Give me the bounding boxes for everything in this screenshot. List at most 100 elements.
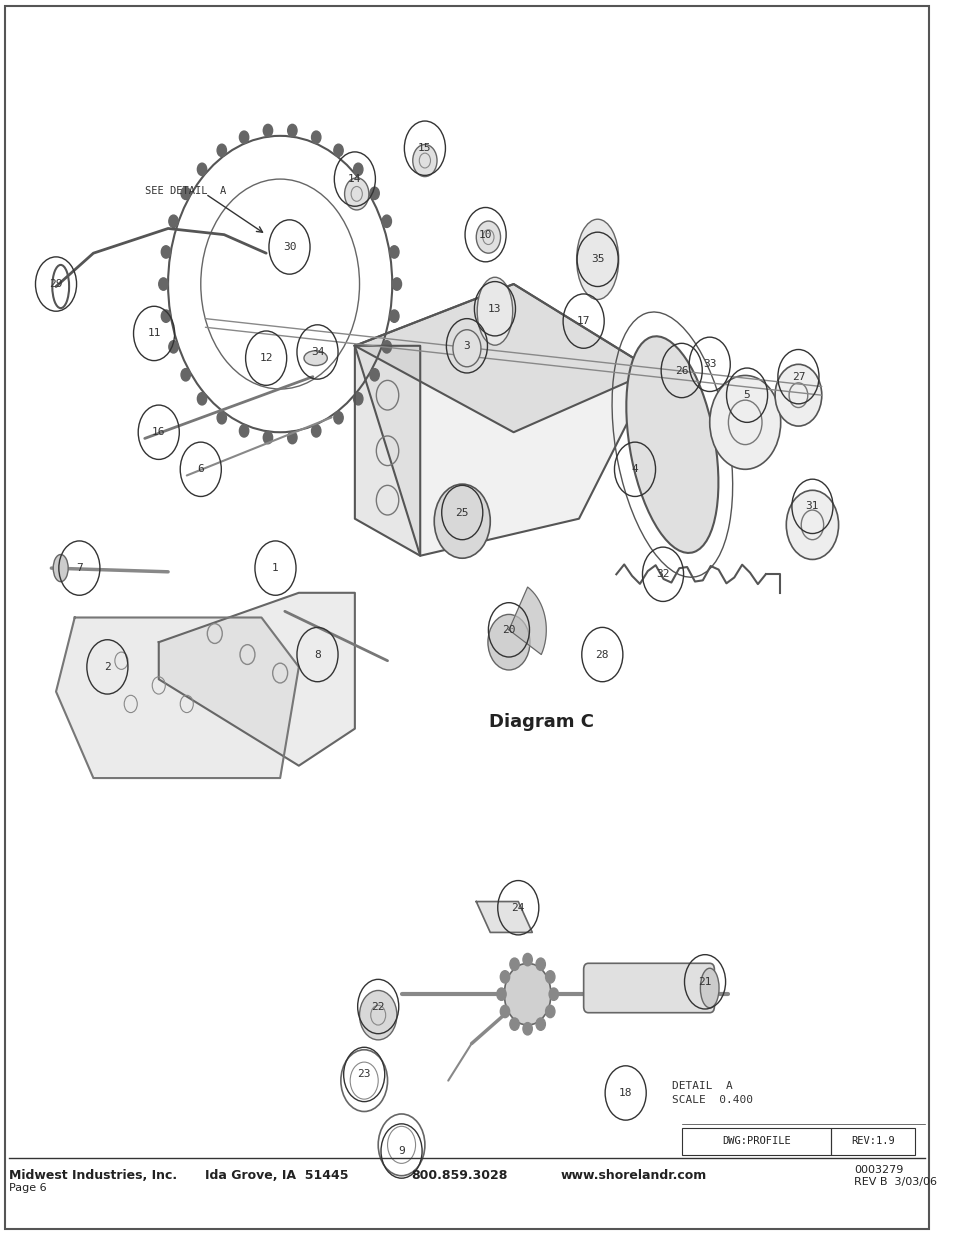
Text: 18: 18 bbox=[618, 1088, 632, 1098]
Circle shape bbox=[181, 368, 191, 380]
Circle shape bbox=[370, 188, 379, 200]
Text: 14: 14 bbox=[348, 174, 361, 184]
Circle shape bbox=[158, 278, 168, 290]
Circle shape bbox=[354, 163, 362, 175]
Circle shape bbox=[545, 1005, 555, 1018]
Circle shape bbox=[354, 393, 362, 405]
Circle shape bbox=[392, 278, 401, 290]
Text: 2: 2 bbox=[104, 662, 111, 672]
Text: 29: 29 bbox=[50, 279, 63, 289]
Polygon shape bbox=[508, 587, 546, 655]
Circle shape bbox=[344, 178, 369, 210]
Circle shape bbox=[239, 131, 249, 143]
Circle shape bbox=[536, 1018, 545, 1030]
Text: 3: 3 bbox=[463, 341, 470, 351]
Ellipse shape bbox=[476, 278, 512, 346]
Circle shape bbox=[522, 953, 532, 966]
Circle shape bbox=[389, 310, 398, 322]
Text: 15: 15 bbox=[417, 143, 431, 153]
Ellipse shape bbox=[700, 968, 719, 1008]
Text: 20: 20 bbox=[501, 625, 516, 635]
Circle shape bbox=[709, 375, 780, 469]
Circle shape bbox=[312, 425, 320, 437]
Text: DETAIL  A
SCALE  0.400: DETAIL A SCALE 0.400 bbox=[672, 1081, 753, 1105]
Circle shape bbox=[549, 988, 558, 1000]
Circle shape bbox=[217, 144, 226, 157]
Circle shape bbox=[413, 144, 436, 177]
Text: 16: 16 bbox=[152, 427, 165, 437]
Text: Ida Grove, IA  51445: Ida Grove, IA 51445 bbox=[205, 1170, 349, 1182]
Text: 32: 32 bbox=[656, 569, 669, 579]
Text: 24: 24 bbox=[511, 903, 524, 913]
Circle shape bbox=[509, 958, 518, 971]
Text: SEE DETAIL  A: SEE DETAIL A bbox=[145, 186, 226, 196]
Text: 9: 9 bbox=[397, 1146, 404, 1156]
Circle shape bbox=[239, 425, 249, 437]
Text: 22: 22 bbox=[371, 1002, 385, 1011]
Text: 23: 23 bbox=[357, 1070, 371, 1079]
Ellipse shape bbox=[576, 219, 618, 300]
Ellipse shape bbox=[304, 351, 327, 366]
Circle shape bbox=[370, 368, 379, 380]
Circle shape bbox=[453, 330, 480, 367]
Text: REV B  3/03/06: REV B 3/03/06 bbox=[854, 1177, 937, 1187]
Text: DWG:PROFILE: DWG:PROFILE bbox=[721, 1136, 790, 1146]
Circle shape bbox=[334, 411, 343, 424]
Text: 4: 4 bbox=[631, 464, 638, 474]
Circle shape bbox=[545, 971, 555, 983]
Circle shape bbox=[504, 963, 551, 1025]
Circle shape bbox=[197, 393, 207, 405]
Circle shape bbox=[334, 144, 343, 157]
Circle shape bbox=[263, 431, 273, 443]
Text: REV:1.9: REV:1.9 bbox=[850, 1136, 894, 1146]
Text: 30: 30 bbox=[282, 242, 296, 252]
Circle shape bbox=[169, 215, 178, 227]
Text: 1: 1 bbox=[272, 563, 278, 573]
Circle shape bbox=[522, 1023, 532, 1035]
Circle shape bbox=[382, 341, 391, 353]
Circle shape bbox=[312, 131, 320, 143]
Circle shape bbox=[161, 310, 171, 322]
Ellipse shape bbox=[53, 555, 68, 582]
Text: www.shorelandr.com: www.shorelandr.com bbox=[559, 1170, 706, 1182]
Circle shape bbox=[785, 490, 838, 559]
Text: 26: 26 bbox=[675, 366, 688, 375]
Polygon shape bbox=[476, 902, 532, 932]
FancyBboxPatch shape bbox=[583, 963, 714, 1013]
Circle shape bbox=[509, 1018, 518, 1030]
Text: 12: 12 bbox=[259, 353, 273, 363]
Circle shape bbox=[382, 215, 391, 227]
Text: 34: 34 bbox=[311, 347, 324, 357]
Text: 31: 31 bbox=[805, 501, 819, 511]
Text: 27: 27 bbox=[791, 372, 804, 382]
Text: Diagram C: Diagram C bbox=[489, 714, 594, 731]
Text: 33: 33 bbox=[702, 359, 716, 369]
Text: 8: 8 bbox=[314, 650, 320, 659]
Text: 6: 6 bbox=[197, 464, 204, 474]
Text: 800.859.3028: 800.859.3028 bbox=[411, 1170, 507, 1182]
Text: 11: 11 bbox=[147, 329, 161, 338]
Circle shape bbox=[161, 246, 171, 258]
Circle shape bbox=[497, 988, 506, 1000]
Circle shape bbox=[359, 990, 396, 1040]
Circle shape bbox=[197, 163, 207, 175]
Text: 10: 10 bbox=[478, 230, 492, 240]
Circle shape bbox=[169, 341, 178, 353]
Text: 21: 21 bbox=[698, 977, 711, 987]
Text: 13: 13 bbox=[488, 304, 501, 314]
Circle shape bbox=[181, 188, 191, 200]
Text: 35: 35 bbox=[590, 254, 604, 264]
Circle shape bbox=[476, 221, 500, 253]
Circle shape bbox=[263, 125, 273, 137]
Circle shape bbox=[288, 431, 296, 443]
Polygon shape bbox=[56, 618, 298, 778]
Circle shape bbox=[536, 958, 545, 971]
Circle shape bbox=[389, 246, 398, 258]
Polygon shape bbox=[355, 284, 653, 556]
Ellipse shape bbox=[434, 484, 490, 558]
Ellipse shape bbox=[626, 336, 718, 553]
Text: 7: 7 bbox=[76, 563, 83, 573]
Text: 25: 25 bbox=[455, 508, 469, 517]
Ellipse shape bbox=[487, 614, 530, 671]
Text: 28: 28 bbox=[595, 650, 608, 659]
